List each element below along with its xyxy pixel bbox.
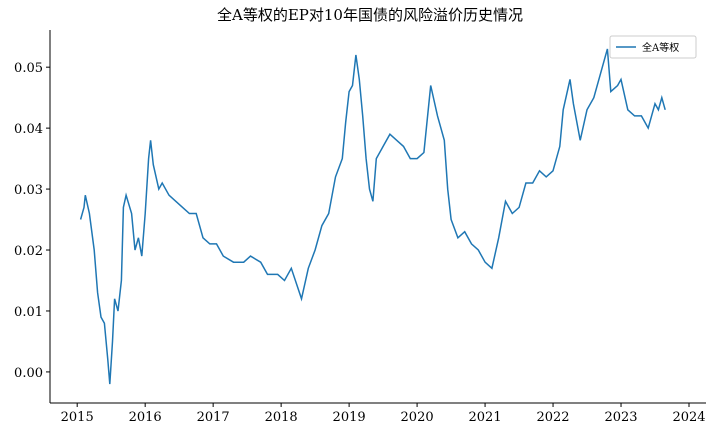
x-tick-label: 2024 xyxy=(672,410,705,425)
y-tick-label: 0.03 xyxy=(14,183,43,198)
y-tick-label: 0.04 xyxy=(14,122,43,137)
chart-title: 全A等权的EP对10年国债的风险溢价历史情况 xyxy=(217,6,523,24)
x-tick-label: 2016 xyxy=(129,410,162,425)
data-line xyxy=(79,48,666,385)
y-tick-label: 0.02 xyxy=(14,244,43,259)
x-tick-label: 2021 xyxy=(469,410,502,425)
y-tick-label: 0.01 xyxy=(14,305,43,320)
legend-box xyxy=(609,35,697,59)
x-tick-label: 2023 xyxy=(604,410,637,425)
x-tick-label: 2019 xyxy=(333,410,366,425)
x-tick-label: 2018 xyxy=(265,410,298,425)
x-tick-label: 2015 xyxy=(61,410,94,425)
legend-label: 全A等权 xyxy=(642,41,679,54)
x-tick-label: 2022 xyxy=(536,410,569,425)
x-tick-label: 2017 xyxy=(197,410,230,425)
y-tick-label: 0.05 xyxy=(14,61,43,76)
x-tick-label: 2020 xyxy=(401,410,434,425)
y-tick-label: 0.00 xyxy=(14,366,43,381)
